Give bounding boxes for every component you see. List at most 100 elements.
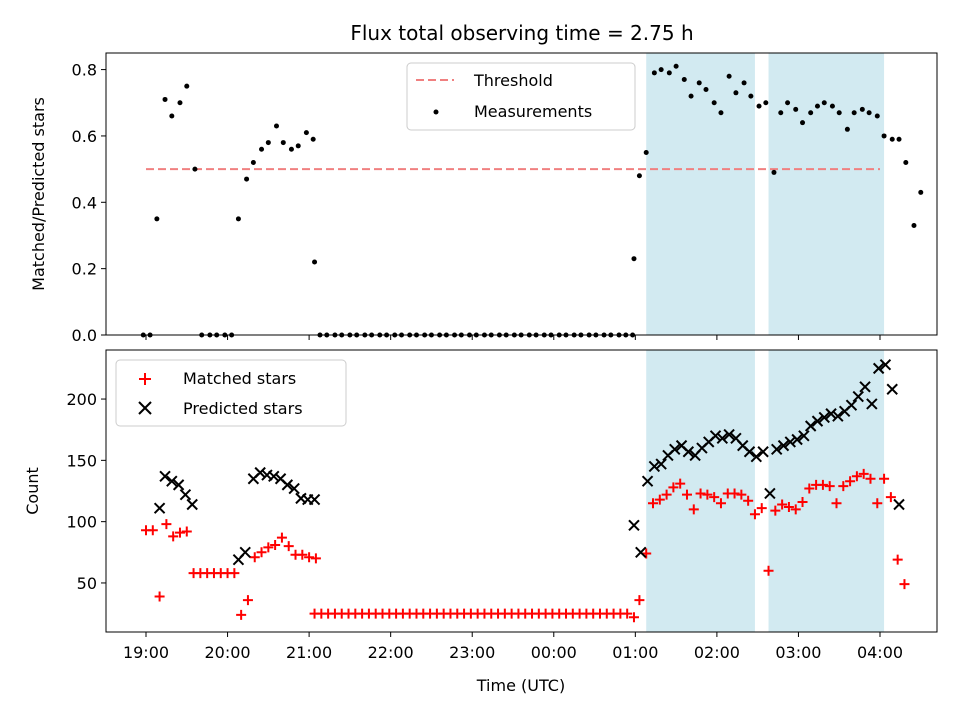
matched-star-point: [702, 489, 713, 500]
predicted-star-point: [872, 362, 885, 375]
matched-star-point: [756, 503, 767, 514]
top-x-ticks: [145, 335, 881, 340]
predicted-star-point: [886, 383, 898, 395]
matched-star-point: [242, 595, 253, 606]
predicted-star-point: [254, 466, 266, 479]
predicted-star-point: [798, 430, 810, 442]
measurement-point: [703, 86, 709, 92]
matched-star-point: [783, 501, 794, 512]
bottom-y-tick-label: 50: [77, 574, 97, 593]
predicted-star-point: [764, 487, 776, 500]
x-tick-label: 01:00: [612, 643, 658, 662]
predicted-star-point: [852, 390, 864, 403]
x-tick-label: 00:00: [531, 643, 577, 662]
predicted-star-point: [159, 470, 171, 482]
measurement-point: [310, 136, 316, 142]
top-y-tick-label: 0.2: [72, 260, 97, 279]
predicted-star-point: [179, 488, 192, 501]
predicted-legend-label: Predicted stars: [183, 399, 303, 418]
shaded-interval: [768, 350, 885, 632]
matched-star-point: [763, 565, 774, 576]
predicted-star-point: [723, 428, 735, 441]
matched-star-point: [899, 579, 910, 590]
predicted-star-point: [669, 443, 681, 456]
matched-star-point: [249, 552, 260, 563]
x-tick-label: 20:00: [205, 643, 251, 662]
measurement-point: [259, 146, 265, 152]
measurement-point: [896, 136, 902, 142]
top-y-tick-label: 0.4: [72, 193, 97, 212]
predicted-star-point: [716, 432, 729, 444]
predicted-star-point: [308, 493, 321, 506]
matched-legend-swatch: [139, 373, 151, 385]
measurement-point: [785, 100, 791, 106]
measurement-point: [918, 189, 924, 195]
matched-star-point: [675, 478, 686, 489]
measurement-point: [851, 110, 857, 116]
predicted-star-point: [635, 546, 647, 559]
matched-star-point: [654, 494, 665, 505]
matched-star-point: [276, 532, 287, 543]
bottom-y-tick-label: 200: [66, 390, 97, 409]
predicted-star-point: [825, 408, 837, 420]
measurement-point: [162, 96, 168, 102]
predicted-star-point: [879, 359, 892, 371]
predicted-star-point: [172, 479, 185, 491]
matched-star-point: [709, 492, 720, 503]
measurement-point: [866, 110, 872, 116]
matched-star-point: [634, 595, 645, 606]
matched-star-point: [831, 498, 842, 509]
matched-star-point: [797, 497, 808, 508]
measurement-point: [154, 216, 160, 222]
matched-star-point: [668, 482, 679, 493]
bottom-y-ticks: 50 100 150 200: [66, 390, 106, 593]
matched-star-point: [872, 498, 883, 509]
matched-star-point: [263, 542, 274, 553]
x-tick-label: 21:00: [286, 643, 332, 662]
predicted-star-point: [866, 398, 878, 410]
measurement-point: [844, 126, 850, 132]
measurement-point: [733, 90, 739, 96]
matched-star-point: [858, 468, 869, 479]
measurement-point: [273, 123, 279, 129]
predicted-legend-swatch: [138, 401, 152, 415]
predicted-star-point: [845, 399, 858, 411]
bottom-legend-box: [115, 359, 347, 427]
measurement-point: [244, 176, 250, 182]
predicted-star-point: [804, 420, 817, 432]
matched-star-point: [736, 489, 747, 500]
matched-star-point: [168, 531, 179, 542]
measurement-point: [718, 110, 724, 116]
top-y-tick-label: 0.6: [72, 127, 97, 146]
top-y-ticks: 0.0 0.2 0.4 0.6 0.8: [72, 61, 106, 345]
matched-star-point: [838, 481, 849, 492]
x-tick-label: 04:00: [857, 643, 903, 662]
matched-star-point: [824, 481, 835, 492]
matched-star-point: [283, 541, 294, 552]
matched-star-point: [790, 504, 801, 515]
measurements-legend-label: Measurements: [474, 102, 592, 121]
top-axes-frame: [105, 52, 938, 336]
measurement-point: [874, 113, 880, 119]
predicted-star-point: [628, 519, 640, 532]
measurement-point: [726, 73, 732, 79]
chart-title: Flux total observing time = 2.75 h: [350, 21, 693, 45]
matched-star-point: [661, 489, 672, 500]
measurement-point: [184, 83, 190, 89]
matched-star-point: [804, 483, 815, 494]
measurement-point: [658, 67, 664, 73]
top-legend: Threshold Measurements: [406, 62, 636, 131]
predicted-star-point: [268, 470, 280, 482]
top-y-tick-label: 0.8: [72, 61, 97, 80]
predicted-star-point: [281, 479, 294, 491]
measurement-point: [192, 166, 198, 172]
measurement-point: [303, 130, 309, 136]
matched-star-point: [770, 505, 781, 516]
matched-star-point: [743, 495, 754, 506]
predicted-star-point: [770, 443, 783, 456]
x-tick-label: 02:00: [694, 643, 740, 662]
measurement-point: [280, 140, 286, 146]
predicted-star-point: [641, 475, 654, 487]
measurement-point: [312, 259, 318, 265]
bottom-axes-frame: [105, 349, 938, 633]
